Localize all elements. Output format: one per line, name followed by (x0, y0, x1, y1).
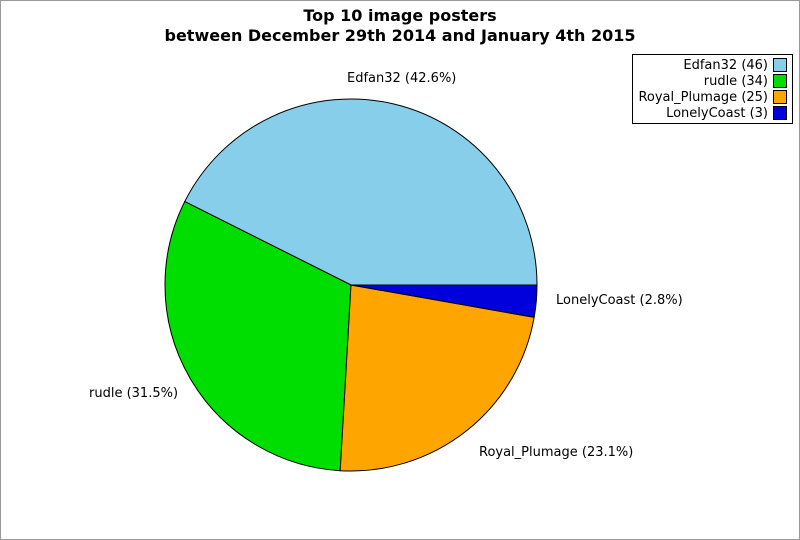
legend-item-royal-plumage: Royal_Plumage (25) (633, 89, 792, 105)
pie-slice-rudle (164, 200, 352, 472)
legend-swatch-royal-plumage (773, 90, 787, 104)
pie-slice-lonelycoast (350, 284, 538, 318)
pie-slice-royal_plumage (339, 284, 535, 472)
chart-title: Top 10 image posters between December 29… (1, 6, 799, 46)
legend-swatch-edfan32 (773, 58, 787, 72)
legend: Edfan32 (46) rudle (34) Royal_Plumage (2… (632, 54, 793, 124)
legend-label: LonelyCoast (3) (666, 105, 768, 121)
legend-label: Edfan32 (46) (683, 57, 768, 73)
slice-label-edfan32: Edfan32 (42.6%) (347, 71, 457, 86)
legend-item-rudle: rudle (34) (633, 73, 792, 89)
legend-swatch-rudle (773, 74, 787, 88)
pie-slice-edfan32 (184, 98, 538, 286)
chart-title-line2: between December 29th 2014 and January 4… (164, 26, 636, 45)
slice-label-royal-plumage: Royal_Plumage (23.1%) (479, 445, 634, 460)
legend-label: rudle (34) (703, 73, 768, 89)
legend-swatch-lonelycoast (773, 106, 787, 120)
slice-label-lonelycoast: LonelyCoast (2.8%) (556, 293, 683, 308)
legend-label: Royal_Plumage (25) (638, 89, 768, 105)
chart-title-line1: Top 10 image posters (303, 6, 497, 25)
slice-label-rudle: rudle (31.5%) (89, 386, 179, 401)
legend-item-edfan32: Edfan32 (46) (633, 57, 792, 73)
legend-item-lonelycoast: LonelyCoast (3) (633, 105, 792, 121)
